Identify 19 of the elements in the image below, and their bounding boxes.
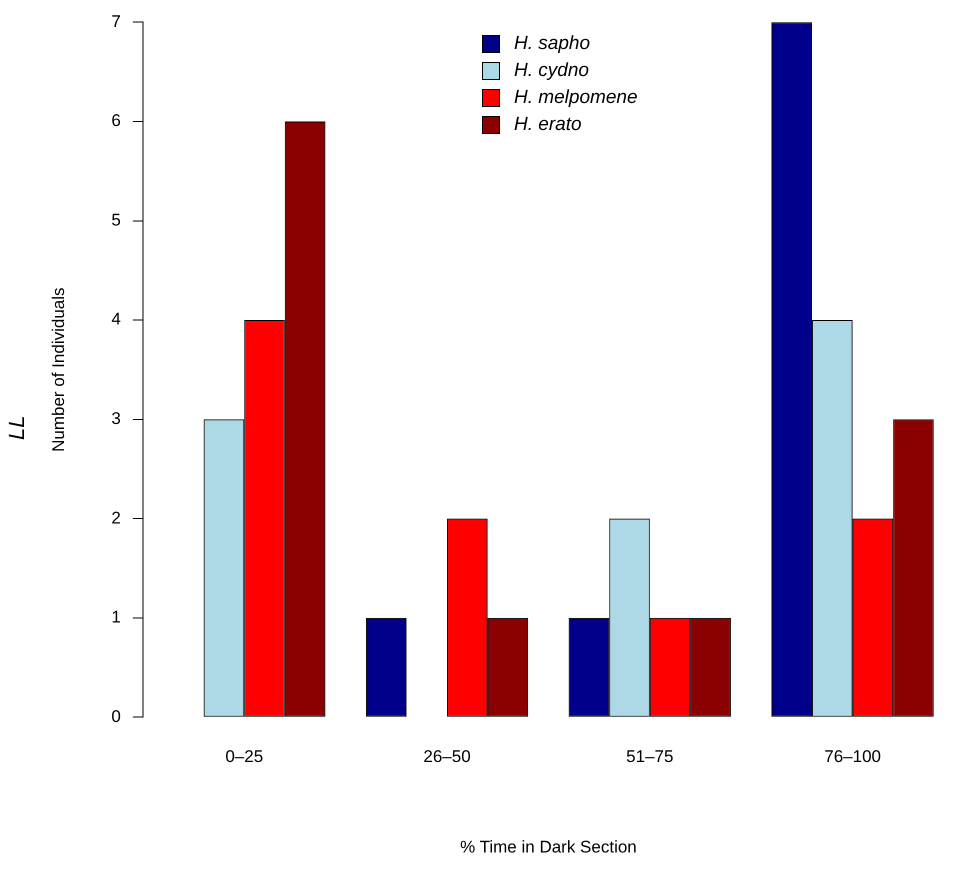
- y-tick-label: 0: [111, 706, 121, 726]
- legend-label: H. sapho: [514, 32, 590, 54]
- x-tick-label: 26–50: [423, 747, 471, 766]
- y-tick-label: 7: [111, 12, 121, 31]
- x-axis-title: % Time in Dark Section: [460, 837, 637, 856]
- y-tick-label: 3: [111, 409, 121, 428]
- legend-label: H. melpomene: [514, 86, 638, 108]
- y-tick-label: 5: [111, 210, 121, 230]
- legend-label: H. erato: [514, 114, 582, 136]
- text: LL: [4, 416, 30, 440]
- y-axis-title: Number of Individuals: [48, 287, 68, 452]
- legend-label: H. cydno: [514, 60, 589, 82]
- y-tick-label: 6: [111, 111, 121, 130]
- y-tick-label: 1: [111, 608, 121, 627]
- x-tick-label: 51–75: [626, 747, 674, 766]
- y-tick-label: 4: [111, 310, 121, 329]
- x-tick-label: 76–100: [824, 747, 881, 766]
- x-tick-label: 0–25: [225, 747, 264, 766]
- y-tick-label: 2: [111, 508, 121, 528]
